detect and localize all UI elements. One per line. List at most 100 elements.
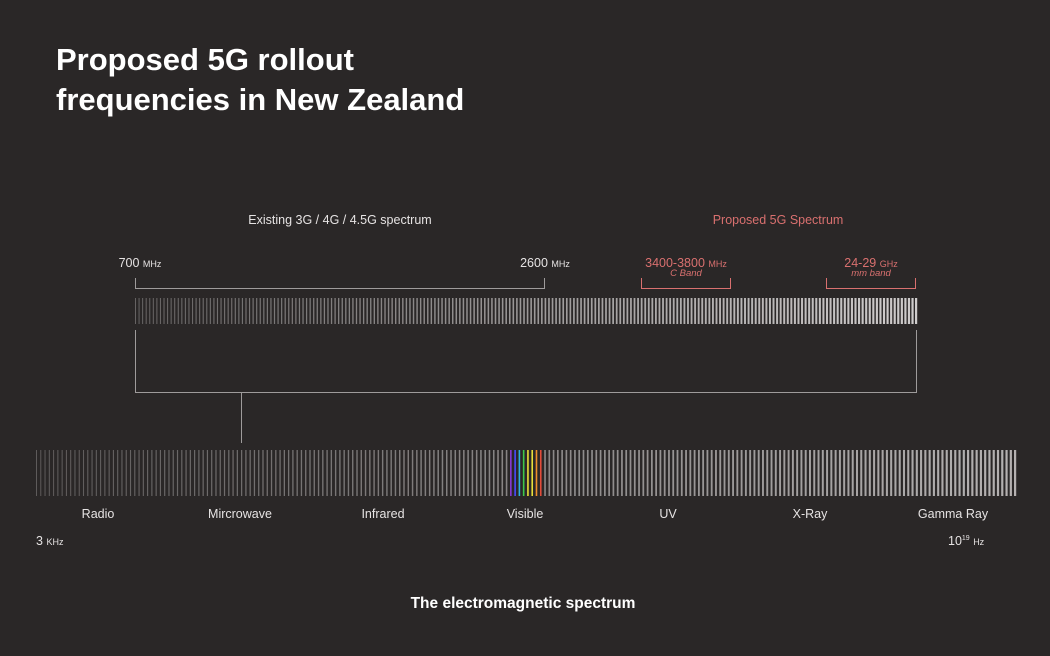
region-label-microwave: Mircrowave — [208, 507, 272, 521]
spectrum-tick — [937, 450, 940, 496]
spectrum-tick — [548, 298, 550, 324]
spectrum-tick — [191, 298, 194, 324]
spectrum-tick — [860, 450, 863, 496]
spectrum-tick — [668, 450, 670, 496]
spectrum-tick — [894, 450, 897, 496]
spectrum-tick — [595, 450, 598, 496]
spectrum-tick — [683, 298, 686, 324]
spectrum-tick — [313, 450, 315, 496]
c-band-frequency-label: 3400-3800 MHz C Band — [645, 256, 727, 279]
spectrum-tick — [898, 450, 901, 496]
spectrum-tick — [768, 298, 771, 324]
spectrum-tick — [551, 298, 554, 324]
spectrum-tick — [847, 450, 850, 496]
spectrum-max-label: 1019 Hz — [948, 534, 985, 548]
spectrum-tick — [599, 450, 602, 496]
spectrum-tick — [138, 298, 140, 324]
spectrum-tick — [904, 298, 907, 324]
spectrum-tick — [757, 450, 760, 496]
spectrum-tick — [463, 450, 465, 496]
spectrum-tick — [44, 450, 46, 496]
spectrum-tick — [248, 298, 251, 324]
spectrum-tick — [642, 450, 645, 496]
spectrum-tick — [395, 298, 397, 324]
spectrum-tick — [783, 450, 786, 496]
spectrum-tick — [900, 298, 903, 324]
spectrum-tick — [732, 450, 734, 496]
spectrum-tick — [996, 450, 1000, 496]
spectrum-tick — [121, 450, 123, 496]
spectrum-tick — [945, 450, 948, 496]
spectrum-tick — [893, 298, 896, 324]
spectrum-tick — [971, 450, 974, 496]
spectrum-tick — [722, 298, 725, 324]
spectrum-tick — [245, 298, 247, 324]
spectrum-tick — [117, 450, 119, 496]
spectrum-tick — [516, 298, 518, 324]
spectrum-tick — [555, 298, 557, 324]
spectrum-tick — [74, 450, 76, 496]
spectrum-tick — [405, 298, 408, 324]
spectrum-tick — [615, 298, 618, 324]
spectrum-tick — [384, 298, 386, 324]
spectrum-tick — [629, 450, 632, 496]
spectrum-tick — [437, 298, 440, 324]
spectrum-tick — [65, 450, 67, 496]
spectrum-tick — [531, 450, 534, 496]
spectrum-tick — [801, 298, 804, 324]
spectrum-tick — [249, 450, 251, 496]
spectrum-tick — [266, 450, 268, 496]
spectrum-tick — [875, 298, 878, 324]
spectrum-tick — [330, 450, 333, 496]
spectrum-tick — [548, 450, 551, 496]
spectrum-tick — [82, 450, 85, 496]
spectrum-tick — [402, 298, 404, 324]
spectrum-tick — [223, 450, 226, 496]
spectrum-tick — [811, 298, 814, 324]
region-label-radio: Radio — [81, 507, 115, 521]
spectrum-tick — [134, 450, 136, 496]
spectrum-tick — [253, 450, 256, 496]
spectrum-tick — [266, 298, 268, 324]
spectrum-tick — [855, 450, 858, 496]
spectrum-tick — [398, 298, 400, 324]
spectrum-tick — [176, 450, 179, 496]
spectrum-tick — [907, 298, 911, 324]
spectrum-tick — [640, 298, 643, 324]
spectrum-tick — [633, 450, 636, 496]
spectrum-tick — [590, 298, 593, 324]
spectrum-tick — [508, 298, 511, 324]
spectrum-tick — [754, 298, 757, 324]
spectrum-tick — [364, 450, 367, 496]
spectrum-tick — [298, 298, 301, 324]
spectrum-tick — [744, 450, 747, 496]
spectrum-tick — [48, 450, 50, 496]
spectrum-tick — [911, 298, 914, 324]
spectrum-tick — [373, 298, 375, 324]
spectrum-tick — [907, 450, 910, 496]
spectrum-tick — [711, 298, 714, 324]
spectrum-tick — [454, 450, 457, 496]
spectrum-tick — [569, 450, 572, 496]
spectrum-tick — [320, 298, 322, 324]
spectrum-tick — [851, 450, 854, 496]
spectrum-tick — [195, 298, 197, 324]
spectrum-tick — [809, 450, 811, 496]
spectrum-tick — [348, 298, 351, 324]
spectrum-tick — [228, 450, 230, 496]
spectrum-tick — [448, 298, 450, 324]
spectrum-tick — [40, 450, 42, 496]
spectrum-tick — [826, 450, 829, 496]
spectrum-tick — [573, 298, 575, 324]
spectrum-tick — [954, 450, 957, 496]
spectrum-tick — [704, 298, 707, 324]
spectrum-tick — [309, 450, 311, 496]
spectrum-tick — [690, 298, 693, 324]
spectrum-tick — [949, 450, 953, 496]
spectrum-tick — [873, 450, 876, 496]
spectrum-tick — [647, 298, 650, 324]
spectrum-tick — [1001, 450, 1004, 496]
page-title: Proposed 5G rollout frequencies in New Z… — [56, 40, 656, 120]
spectrum-tick — [672, 298, 675, 324]
spectrum-tick — [770, 450, 773, 496]
